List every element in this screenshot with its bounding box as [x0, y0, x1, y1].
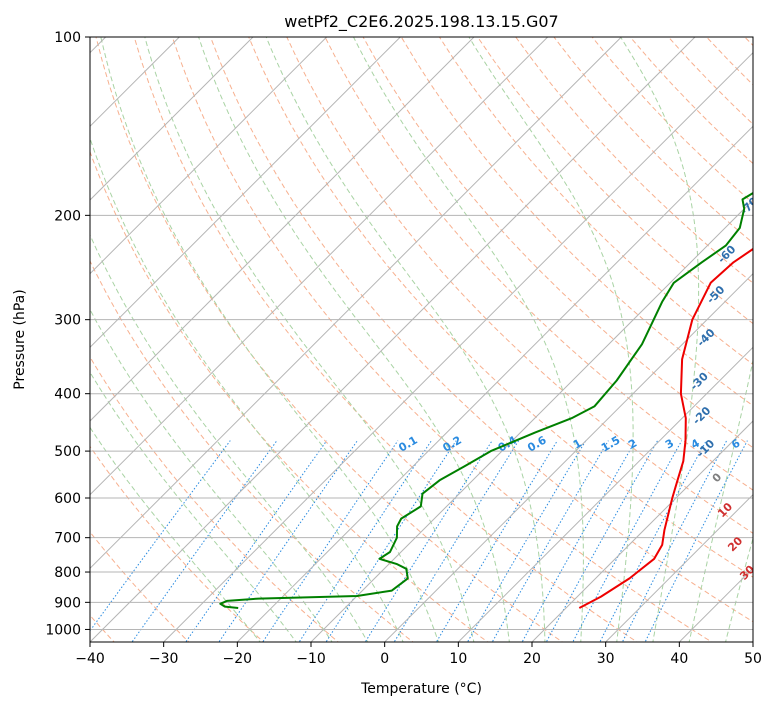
dry-adiabat-label: 40: [754, 590, 774, 610]
y-tick-label: 300: [54, 313, 81, 329]
isotherm-line: [163, 51, 753, 642]
y-tick-label: 100: [54, 30, 81, 46]
x-tick-label: 40: [670, 651, 688, 667]
moist-adiabat: [90, 371, 297, 642]
isotherm-line: [605, 493, 753, 642]
mixing-ratio-line: [545, 440, 659, 642]
mixing-ratio-line: [435, 440, 558, 642]
x-tick-label: 20: [523, 651, 541, 667]
y-axis-label: Pressure (hPa): [12, 289, 28, 389]
isotherm-line: [90, 37, 475, 422]
dry-adiabat: [477, 37, 753, 325]
mixing-ratio-line: [364, 440, 493, 642]
isotherm-line: [457, 346, 753, 642]
temperature-line: [578, 247, 753, 609]
mixing-ratio-line: [131, 440, 278, 642]
mixing-ratio-line: [298, 440, 432, 642]
dewpoint-line: [219, 191, 753, 609]
moist-adiabat: [100, 37, 440, 642]
x-tick-label: 50: [744, 651, 762, 667]
mixing-ratio-line: [90, 440, 231, 632]
dry-adiabat: [324, 37, 753, 491]
isotherm-line: [236, 125, 753, 642]
x-tick-label: 10: [449, 651, 467, 667]
y-tick-label: 700: [54, 531, 81, 547]
dry-adiabat-label: -80: [755, 144, 775, 167]
isotherm-line: [90, 37, 254, 201]
plot-frame: [89, 36, 754, 643]
isotherm-line: [90, 37, 401, 349]
mixing-ratio-label: 8: [759, 437, 772, 452]
y-tick-label: 900: [54, 595, 81, 611]
mixing-ratio-line: [218, 440, 358, 642]
mixing-ratio-line: [325, 440, 457, 642]
plot-area: [90, 37, 753, 642]
mixing-ratio-line: [644, 440, 748, 642]
isotherm-line: [90, 37, 549, 496]
isotherm-line: [90, 37, 328, 275]
y-tick-label: 400: [54, 387, 81, 403]
dry-adiabat: [362, 37, 753, 449]
dry-adiabat: [90, 356, 339, 642]
isotherm-line: [752, 641, 753, 642]
isotherm-line: [310, 199, 753, 642]
moist-adiabat: [90, 426, 261, 642]
x-tick-label: 0: [380, 651, 389, 667]
mixing-ratio-line: [521, 440, 637, 642]
mixing-ratio-line: [491, 440, 609, 642]
y-tick-label: 200: [54, 208, 81, 224]
x-tick-label: −20: [223, 651, 253, 667]
y-tick-label: 1000: [45, 622, 81, 638]
isotherm-line: [90, 37, 622, 570]
x-tick-label: 30: [597, 651, 615, 667]
isotherm-line: [531, 420, 753, 642]
x-tick-label: −30: [149, 651, 179, 667]
axes: −40 −30 −20 −10 0 10 20 30 40 50 100 200 300 400 500 60…: [45, 30, 762, 667]
dry-adiabat: [286, 37, 753, 534]
x-axis-label: Temperature (°C): [360, 681, 482, 697]
dry-adiabat: [438, 37, 753, 366]
y-tick-label: 600: [54, 491, 81, 507]
mixing-ratio-line: [621, 440, 728, 642]
mixing-ratio-line: [599, 440, 707, 642]
dry-adiabat: [90, 445, 265, 642]
chart-title: wetPf2_C2E6.2025.198.13.15.G07: [284, 12, 558, 32]
y-tick-label: 800: [54, 565, 81, 581]
background-lines: [90, 37, 753, 642]
x-tick-label: −40: [75, 651, 105, 667]
mixing-ratio-line: [262, 440, 399, 642]
x-tick-label: −10: [296, 651, 326, 667]
isotherm-line: [90, 37, 696, 642]
dry-adiabat: [90, 150, 489, 642]
profile-series: [219, 191, 753, 609]
y-tick-label: 500: [54, 444, 81, 460]
dry-adiabat: [95, 37, 564, 642]
